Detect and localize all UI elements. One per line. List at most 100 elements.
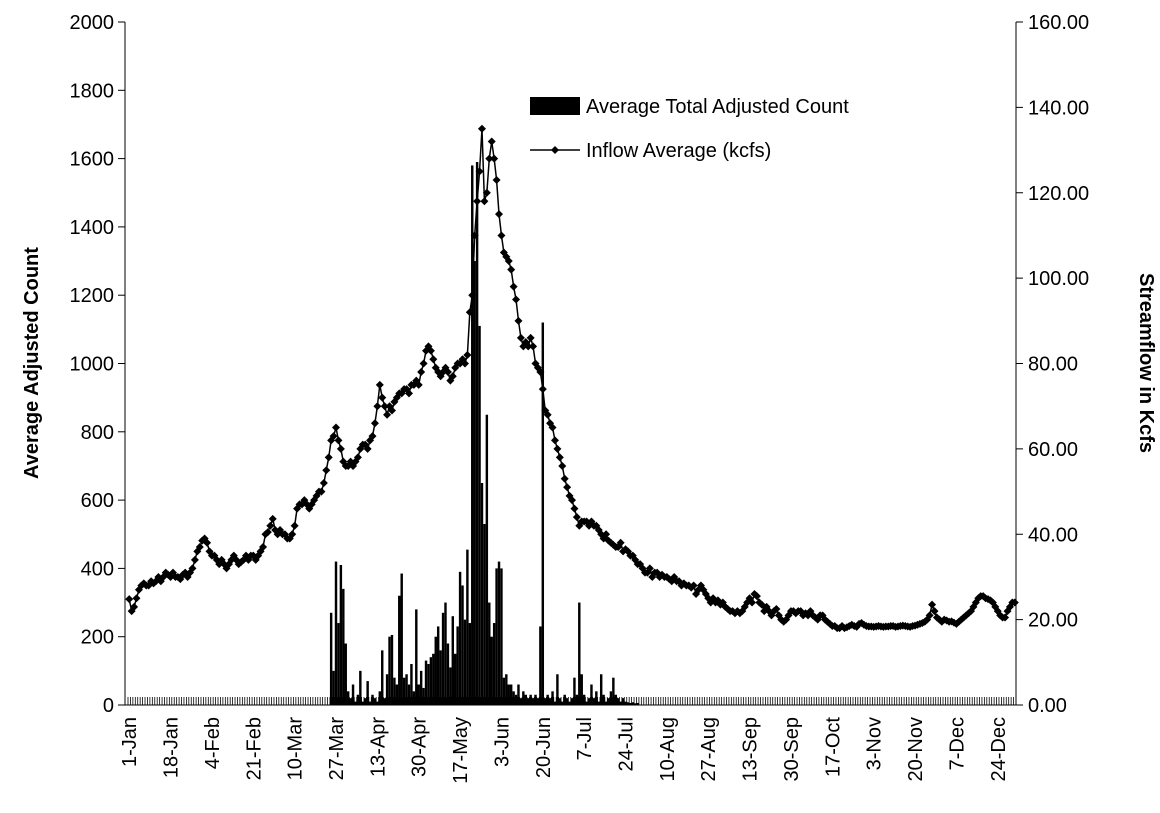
bar xyxy=(624,701,627,705)
y-axis-title: Average Adjusted Count xyxy=(21,247,43,479)
bar xyxy=(565,698,569,705)
bar xyxy=(468,623,472,705)
marker xyxy=(543,410,552,419)
marker xyxy=(485,154,494,163)
bar xyxy=(410,664,413,705)
bar xyxy=(463,619,467,705)
y2-tick-label: 140.00 xyxy=(1028,97,1089,119)
bar xyxy=(400,573,403,705)
bar xyxy=(505,674,508,705)
bar xyxy=(507,684,510,705)
bar xyxy=(407,684,411,705)
bar xyxy=(502,677,506,705)
bar xyxy=(417,684,420,705)
marker xyxy=(203,538,212,547)
marker xyxy=(616,538,625,547)
marker xyxy=(495,210,504,219)
bar xyxy=(449,667,452,705)
marker xyxy=(387,406,396,415)
x-tick-label: 13-Sep xyxy=(740,717,762,782)
bar xyxy=(432,653,435,705)
marker xyxy=(516,333,525,342)
bar xyxy=(339,564,343,705)
marker xyxy=(263,528,272,537)
bar xyxy=(597,701,600,705)
marker xyxy=(752,592,761,601)
bar xyxy=(427,664,430,705)
bar xyxy=(524,694,527,705)
marker xyxy=(497,231,506,240)
bar xyxy=(439,650,442,705)
bar xyxy=(522,691,525,705)
marker xyxy=(572,513,581,522)
bar xyxy=(480,483,484,705)
bar xyxy=(529,694,532,705)
x-tick-label: 7-Dec xyxy=(946,717,968,770)
bar xyxy=(446,643,450,705)
bar xyxy=(495,568,498,705)
x-tick-label: 10-Aug xyxy=(657,717,679,782)
y-tick-label: 1600 xyxy=(70,149,115,171)
marker xyxy=(925,611,934,620)
bar xyxy=(573,677,576,705)
bar xyxy=(346,691,350,705)
bar xyxy=(553,701,557,705)
bar xyxy=(441,612,445,705)
marker xyxy=(319,479,328,488)
marker xyxy=(378,393,387,402)
x-tick-label: 27-Aug xyxy=(698,717,720,782)
legend-label: Average Total Adjusted Count xyxy=(586,96,849,118)
y-tick-label: 400 xyxy=(81,558,114,580)
x-tick-label: 27-Mar xyxy=(326,717,348,781)
x-tick-label: 20-Jun xyxy=(533,717,555,778)
bar xyxy=(517,684,520,705)
bar xyxy=(473,261,476,705)
bar xyxy=(568,701,571,705)
bar xyxy=(388,636,391,705)
bar xyxy=(434,636,437,705)
bar xyxy=(497,561,501,705)
marker xyxy=(480,197,489,206)
bar xyxy=(519,698,523,705)
marker xyxy=(1001,613,1010,622)
marker xyxy=(524,342,533,351)
marker xyxy=(259,543,268,552)
bar xyxy=(526,698,530,705)
bar xyxy=(512,691,515,705)
bar xyxy=(405,674,408,705)
bar xyxy=(587,698,591,705)
bar xyxy=(490,636,493,705)
marker xyxy=(336,444,345,453)
marker xyxy=(529,342,538,351)
bar xyxy=(478,325,481,705)
legend-box xyxy=(522,88,952,168)
bar xyxy=(398,595,401,705)
marker xyxy=(317,487,326,496)
bar xyxy=(351,684,355,705)
marker xyxy=(602,530,611,539)
y2-tick-label: 0.00 xyxy=(1028,695,1067,717)
marker xyxy=(188,564,197,573)
bar xyxy=(356,694,360,705)
marker xyxy=(748,598,757,607)
bar xyxy=(500,568,503,705)
marker xyxy=(266,521,275,530)
bar xyxy=(385,674,389,705)
y2-tick-label: 20.00 xyxy=(1028,610,1078,632)
marker xyxy=(463,350,472,359)
marker xyxy=(380,402,389,411)
x-tick-label: 3-Nov xyxy=(864,717,886,770)
marker xyxy=(560,474,569,483)
bar xyxy=(461,585,464,705)
marker xyxy=(645,564,654,573)
marker xyxy=(290,521,299,530)
marker xyxy=(558,461,567,470)
marker xyxy=(460,359,469,368)
marker xyxy=(404,389,413,398)
bar xyxy=(373,698,377,705)
bar xyxy=(619,701,622,705)
bar xyxy=(575,694,579,705)
bar xyxy=(415,609,418,705)
bar xyxy=(376,701,379,705)
bar xyxy=(514,694,518,705)
